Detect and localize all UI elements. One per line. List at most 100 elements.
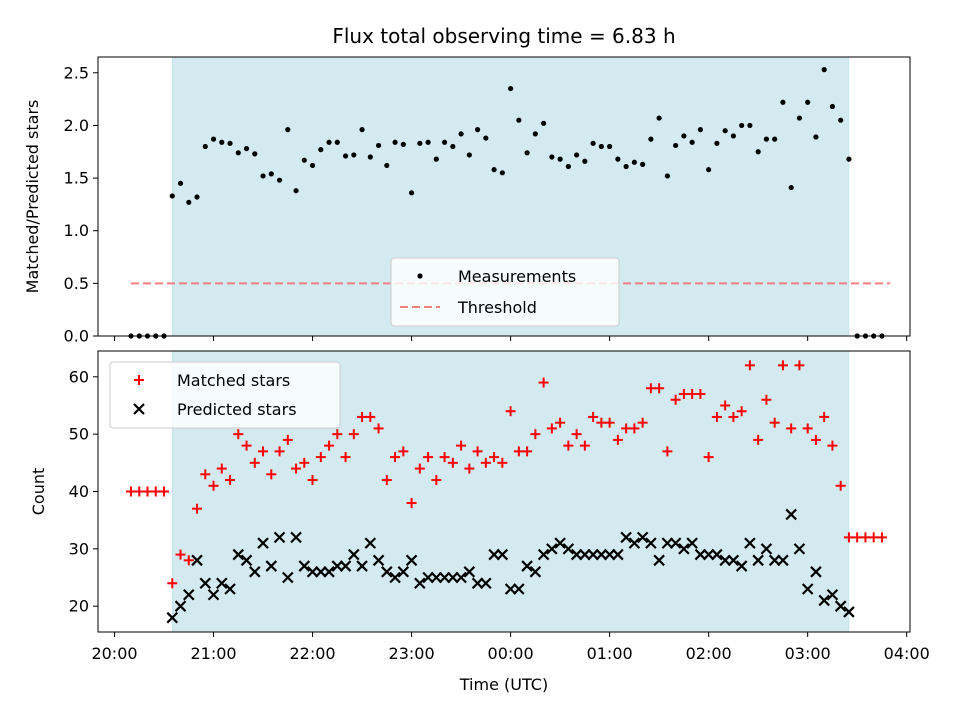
measurement-point — [747, 122, 753, 129]
matched-star-point — [654, 383, 665, 394]
measurement-point — [474, 127, 481, 133]
matched-star-point — [192, 503, 203, 514]
y-tick-label: 0.0 — [64, 327, 89, 346]
matched-star-point — [390, 452, 401, 463]
measurement-point — [524, 150, 530, 156]
matched-star-point — [258, 446, 269, 457]
predicted-star-point — [273, 531, 286, 544]
matched-star-point — [381, 475, 392, 486]
measurement-point — [227, 140, 233, 146]
bottom-y-axis-label: Count — [29, 468, 48, 516]
matched-star-point — [225, 475, 236, 486]
predicted-star-point — [315, 566, 327, 578]
measurement-point — [805, 99, 811, 105]
matched-star-point — [183, 555, 194, 566]
measurement-point — [252, 151, 258, 157]
predicted-star-point — [240, 554, 253, 567]
legend-x-marker — [133, 403, 145, 415]
matched-star-point — [447, 457, 458, 468]
predicted-star-point — [174, 600, 187, 612]
legend-matched-label: Matched stars — [177, 371, 290, 390]
measurement-point — [681, 133, 687, 139]
predicted-star-point — [199, 577, 212, 590]
predicted-star-point — [364, 537, 377, 549]
predicted-star-point — [447, 571, 459, 584]
predicted-star-point — [224, 583, 236, 595]
measurement-point — [392, 139, 398, 145]
predicted-star-point — [430, 571, 443, 584]
measurement-point — [219, 139, 225, 145]
measurement-point — [763, 136, 770, 142]
predicted-star-point — [603, 548, 616, 561]
predicted-star-point — [496, 548, 509, 561]
predicted-star-point — [463, 566, 476, 578]
top-y-ticks: 0.0 0.5 1.0 1.5 2.0 2.5 — [64, 63, 98, 346]
matched-star-point — [530, 429, 541, 440]
bottom-legend: Matched stars Predicted stars — [109, 361, 341, 429]
predicted-star-point — [595, 548, 608, 561]
measurement-point — [640, 161, 646, 167]
measurement-point — [491, 167, 497, 173]
predicted-star-point — [306, 566, 319, 578]
top-panel: 0.0 0.5 1.0 1.5 2.0 2.5 Flux total observing … — [23, 24, 911, 346]
predicted-star-point — [760, 543, 773, 555]
measurement-point — [375, 142, 382, 149]
measurement-point — [615, 156, 621, 162]
measurement-point — [169, 193, 175, 199]
matched-star-point — [175, 549, 186, 560]
predicted-star-point — [562, 543, 575, 555]
predicted-star-point — [298, 560, 311, 572]
matched-star-point — [472, 446, 483, 457]
predicted-star-point — [793, 543, 806, 555]
measurement-point — [796, 115, 803, 121]
measurement-point — [598, 143, 604, 150]
matched-star-point — [282, 434, 293, 445]
measurement-point — [838, 117, 844, 123]
measurement-point — [243, 145, 250, 152]
predicted-star-point — [777, 554, 789, 567]
predicted-star-point — [166, 611, 179, 624]
top-y-axis-label: Matched/Predicted stars — [23, 100, 42, 294]
measurement-point — [706, 167, 712, 173]
matched-star-point — [324, 440, 335, 451]
matched-star-point — [291, 463, 302, 474]
predicted-star-point — [579, 548, 591, 561]
top-legend: Measurements Threshold — [390, 257, 620, 327]
measurement-point — [466, 152, 472, 158]
predicted-star-point — [661, 537, 674, 549]
measurement-point — [516, 117, 522, 123]
measurement-point — [309, 162, 316, 169]
matched-star-point — [241, 440, 252, 451]
measurements-points — [128, 67, 885, 339]
top-legend-box — [390, 257, 620, 327]
predicted-star-point — [405, 554, 418, 567]
matched-star-point — [315, 452, 326, 463]
measurement-point — [582, 158, 588, 164]
predicted-star-point — [389, 571, 401, 584]
predicted-star-point — [752, 554, 764, 567]
measurement-point — [425, 139, 431, 145]
measurement-point — [780, 99, 786, 105]
legend-measurements-label: Measurements — [458, 267, 576, 286]
predicted-star-point — [529, 566, 542, 578]
measurement-point — [541, 120, 547, 126]
matched-star-point — [365, 411, 376, 422]
predicted-star-point — [331, 560, 344, 572]
y-tick-label: 0.5 — [64, 274, 89, 293]
y-tick-label: 2.5 — [64, 63, 89, 82]
predicted-star-point — [455, 571, 467, 584]
matched-star-point — [332, 429, 343, 440]
measurement-point — [813, 134, 819, 140]
x-tick-label: 04:00 — [884, 644, 930, 663]
matched-star-point — [497, 457, 508, 468]
matched-star-point — [274, 446, 285, 457]
matched-star-point — [555, 417, 566, 428]
measurement-point — [450, 143, 456, 150]
bottom-legend-box — [109, 361, 341, 429]
matched-star-point — [604, 417, 615, 428]
matched-star-point — [249, 457, 260, 468]
measurement-point — [301, 157, 307, 163]
top-axes-frame — [97, 56, 911, 337]
predicted-star-point — [422, 571, 434, 584]
predicted-star-point — [191, 554, 203, 567]
